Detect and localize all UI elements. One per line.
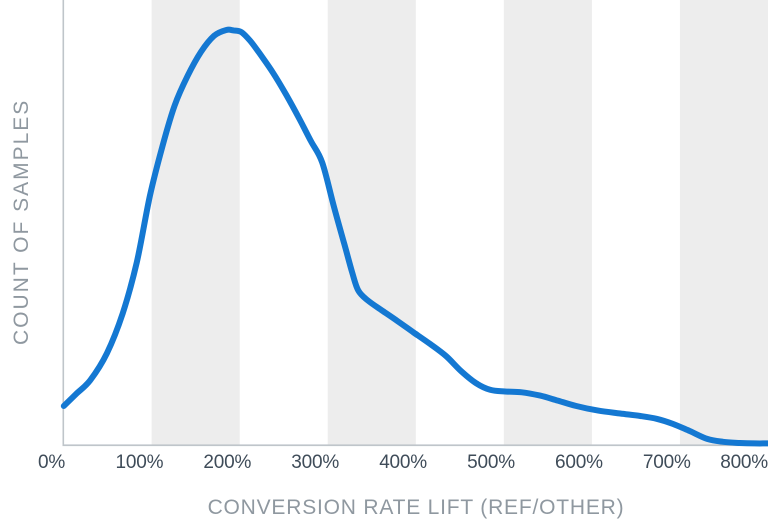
x-tick-label: 100%	[115, 452, 164, 473]
y-axis-line	[62, 0, 65, 446]
shaded-band	[679, 0, 768, 445]
x-tick-label: 200%	[203, 452, 252, 473]
x-tick-label: 0%	[37, 452, 66, 473]
x-axis-title: CONVERSION RATE LIFT (REF/OTHER)	[207, 496, 625, 519]
x-axis-line	[62, 444, 768, 447]
x-tick-label: 800%	[720, 452, 768, 473]
x-tick-label: 400%	[379, 452, 427, 473]
x-tick-label: 300%	[291, 452, 340, 473]
shaded-band	[503, 0, 592, 445]
shaded-band	[327, 0, 416, 445]
x-tick-label: 600%	[554, 452, 603, 473]
background-bands	[151, 0, 768, 445]
shaded-band	[151, 0, 240, 445]
y-axis-title: COUNT OF SAMPLES	[10, 98, 33, 345]
x-tick-label: 500%	[467, 452, 515, 473]
x-tick-label: 700%	[642, 452, 691, 473]
x-axis-tick-labels: 0% 100% 200% 300% 400% 500% 600% 700% 800%	[0, 452, 768, 476]
density-curve	[60, 26, 768, 447]
